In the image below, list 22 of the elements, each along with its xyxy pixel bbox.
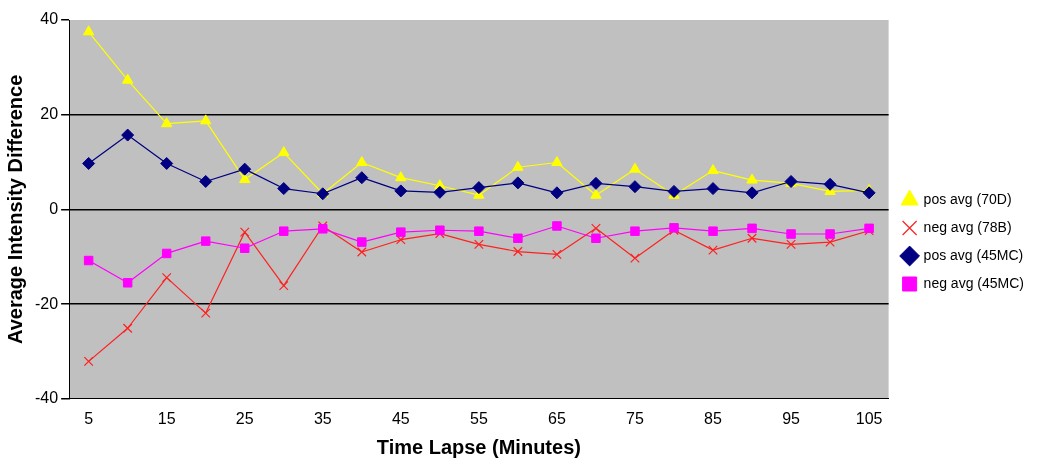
x-tick-label: 85	[704, 409, 723, 427]
legend-label: neg avg (45MC)	[923, 274, 1025, 291]
x-tick-label: 15	[157, 409, 176, 427]
x-tick-label: 55	[469, 409, 488, 427]
x-tick-label: 45	[391, 409, 410, 427]
y-tick-label: -40	[35, 389, 59, 407]
y-tick-label: 40	[40, 10, 59, 28]
x-tick-label: 95	[782, 409, 801, 427]
legend-label: pos avg (45MC)	[923, 246, 1024, 263]
x-tick-label: 5	[84, 409, 94, 427]
legend-label: pos avg (70D)	[923, 190, 1012, 207]
x-tick-label: 75	[626, 409, 644, 427]
x-tick-label: 105	[855, 409, 883, 427]
y-tick-label: -20	[35, 294, 59, 312]
x-tick-label: 35	[313, 409, 332, 427]
y-axis-title: Average Intensity Difference	[3, 74, 26, 345]
x-tick-label: 25	[235, 409, 254, 427]
x-tick-label: 65	[548, 409, 566, 427]
y-tick-label: 0	[49, 199, 59, 217]
y-tick-label: 20	[40, 105, 59, 123]
x-axis-title: Time Lapse (Minutes)	[376, 435, 581, 458]
legend-label: neg avg (78B)	[923, 218, 1012, 235]
